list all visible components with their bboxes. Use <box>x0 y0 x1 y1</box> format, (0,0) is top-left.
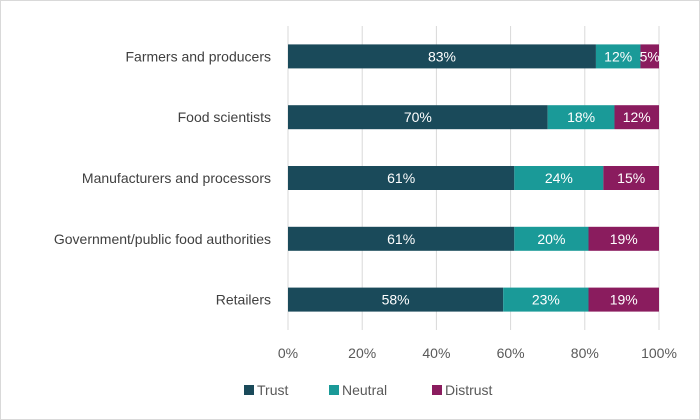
category-label: Retailers <box>216 292 271 308</box>
data-label: 23% <box>532 292 560 308</box>
x-tick-label: 60% <box>497 345 525 361</box>
x-tick-label: 40% <box>422 345 450 361</box>
data-label: 19% <box>610 292 638 308</box>
data-label: 61% <box>387 231 415 247</box>
legend-label: Neutral <box>342 382 387 398</box>
bar-segment-neutral <box>547 105 615 130</box>
data-label: 12% <box>604 48 632 64</box>
category-label: Manufacturers and processors <box>82 170 271 186</box>
bar-segment-trust <box>288 287 504 312</box>
data-label: 12% <box>623 109 651 125</box>
bar-segment-trust <box>288 226 515 251</box>
bar-segment-neutral <box>595 44 641 69</box>
category-label: Farmers and producers <box>125 48 271 64</box>
x-tick-label: 100% <box>641 345 677 361</box>
bar-segment-trust <box>288 44 596 69</box>
category-label: Government/public food authorities <box>54 231 271 247</box>
data-label: 83% <box>428 48 456 64</box>
data-label: 24% <box>545 170 573 186</box>
bar-segment-distrust <box>640 44 659 69</box>
data-label: 61% <box>387 170 415 186</box>
legend-swatch-trust <box>244 385 254 395</box>
bar-segment-distrust <box>588 226 659 251</box>
data-label: 19% <box>610 231 638 247</box>
x-tick-label: 0% <box>278 345 298 361</box>
data-label: 18% <box>567 109 595 125</box>
bar-segment-neutral <box>514 226 589 251</box>
data-label: 20% <box>537 231 565 247</box>
bar-segment-neutral <box>514 166 604 190</box>
bar-segment-trust <box>288 166 515 190</box>
bar-segment-trust <box>288 105 548 130</box>
legend-swatch-distrust <box>432 385 442 395</box>
data-label: 70% <box>404 109 432 125</box>
legend-label: Distrust <box>445 382 493 398</box>
x-tick-label: 80% <box>571 345 599 361</box>
legend-swatch-neutral <box>329 385 339 395</box>
category-label: Food scientists <box>178 109 271 125</box>
bar-segment-neutral <box>503 287 589 312</box>
legend-label: Trust <box>257 382 288 398</box>
data-label: 5% <box>640 48 660 64</box>
bar-segment-distrust <box>603 166 659 190</box>
bar-segment-distrust <box>588 287 659 312</box>
bar-segment-distrust <box>614 105 659 130</box>
data-label: 15% <box>617 170 645 186</box>
x-tick-label: 20% <box>348 345 376 361</box>
data-label: 58% <box>382 292 410 308</box>
